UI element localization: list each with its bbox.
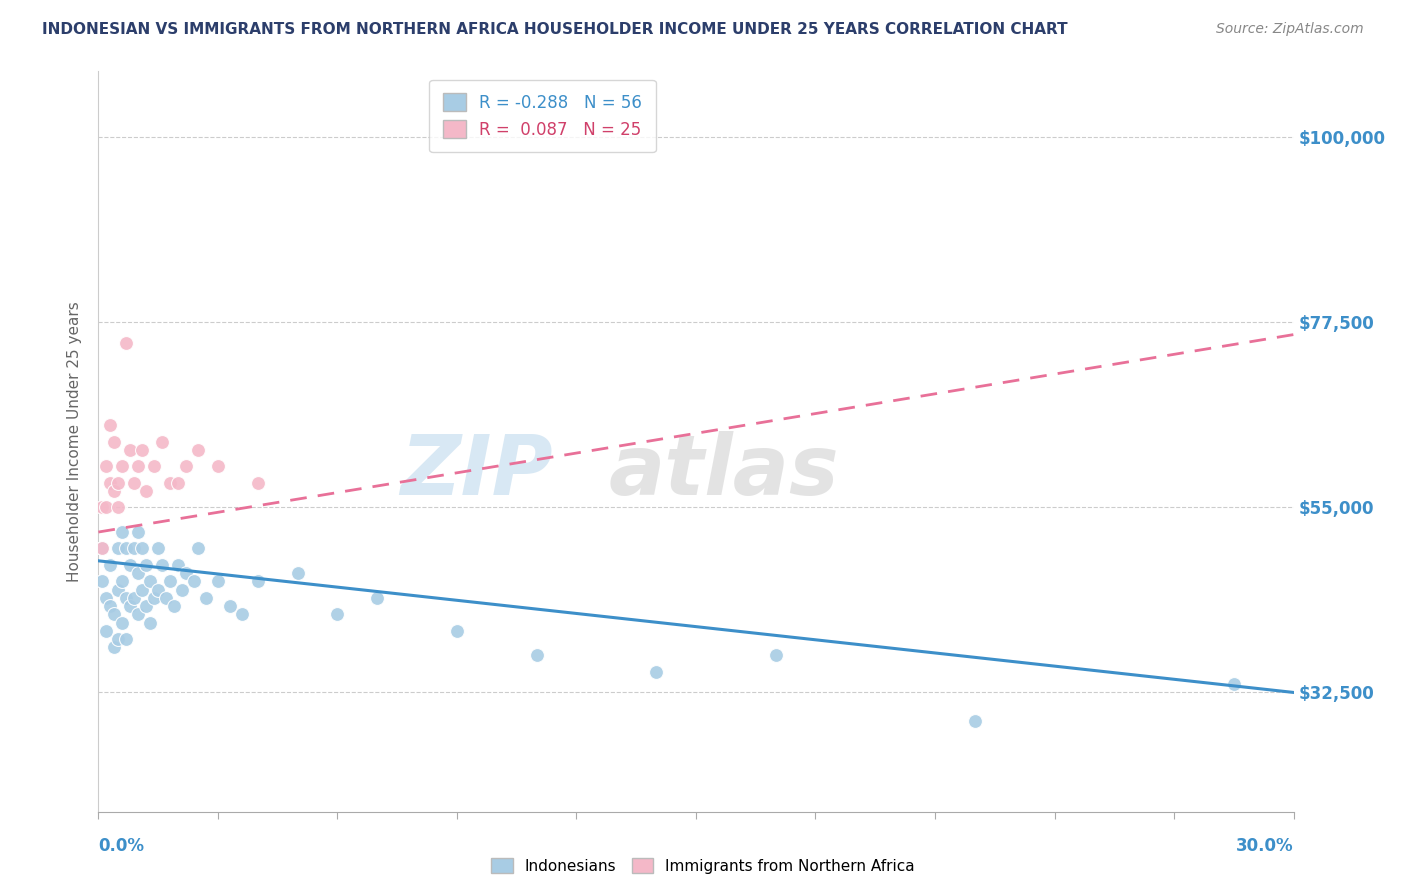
Text: 30.0%: 30.0% bbox=[1236, 837, 1294, 855]
Point bbox=[187, 442, 209, 457]
Point bbox=[446, 624, 468, 638]
Point bbox=[111, 459, 134, 474]
Point bbox=[131, 541, 153, 556]
Point bbox=[127, 607, 149, 622]
Text: ZIP: ZIP bbox=[399, 431, 553, 512]
Point bbox=[159, 574, 181, 589]
Point bbox=[231, 607, 253, 622]
Point bbox=[107, 582, 129, 597]
Point bbox=[526, 648, 548, 663]
Text: 0.0%: 0.0% bbox=[98, 837, 145, 855]
Point bbox=[143, 459, 166, 474]
Point bbox=[187, 541, 209, 556]
Point bbox=[207, 459, 229, 474]
Text: INDONESIAN VS IMMIGRANTS FROM NORTHERN AFRICA HOUSEHOLDER INCOME UNDER 25 YEARS : INDONESIAN VS IMMIGRANTS FROM NORTHERN A… bbox=[42, 22, 1067, 37]
Point bbox=[91, 574, 114, 589]
Point bbox=[366, 591, 388, 605]
Point bbox=[139, 615, 162, 630]
Legend: Indonesians, Immigrants from Northern Africa: Indonesians, Immigrants from Northern Af… bbox=[485, 852, 921, 880]
Point bbox=[98, 475, 122, 490]
Text: Source: ZipAtlas.com: Source: ZipAtlas.com bbox=[1216, 22, 1364, 37]
Point bbox=[150, 434, 173, 449]
Point bbox=[111, 524, 134, 539]
Point bbox=[172, 582, 194, 597]
Legend: R = -0.288   N = 56, R =  0.087   N = 25: R = -0.288 N = 56, R = 0.087 N = 25 bbox=[429, 79, 655, 152]
Point bbox=[120, 442, 142, 457]
Point bbox=[120, 558, 142, 572]
Point bbox=[124, 591, 146, 605]
Point bbox=[107, 500, 129, 515]
Point bbox=[195, 591, 218, 605]
Point bbox=[246, 475, 269, 490]
Point bbox=[963, 714, 986, 729]
Point bbox=[103, 434, 125, 449]
Point bbox=[98, 558, 122, 572]
Point bbox=[150, 558, 173, 572]
Point bbox=[107, 475, 129, 490]
Point bbox=[148, 541, 170, 556]
Point bbox=[183, 574, 205, 589]
Point bbox=[107, 632, 129, 646]
Point bbox=[111, 615, 134, 630]
Point bbox=[98, 599, 122, 613]
Point bbox=[139, 574, 162, 589]
Point bbox=[127, 566, 149, 581]
Point bbox=[167, 558, 190, 572]
Point bbox=[1223, 677, 1246, 691]
Point bbox=[98, 418, 122, 433]
Point bbox=[246, 574, 269, 589]
Point bbox=[115, 591, 138, 605]
Point bbox=[131, 442, 153, 457]
Point bbox=[135, 599, 157, 613]
Point bbox=[96, 624, 118, 638]
Point bbox=[131, 582, 153, 597]
Point bbox=[91, 500, 114, 515]
Point bbox=[124, 475, 146, 490]
Point bbox=[219, 599, 242, 613]
Point bbox=[103, 607, 125, 622]
Point bbox=[124, 541, 146, 556]
Point bbox=[96, 500, 118, 515]
Point bbox=[96, 591, 118, 605]
Point bbox=[155, 591, 177, 605]
Point bbox=[115, 632, 138, 646]
Point bbox=[96, 459, 118, 474]
Point bbox=[159, 475, 181, 490]
Point bbox=[103, 483, 125, 498]
Text: atlas: atlas bbox=[609, 431, 839, 512]
Point bbox=[645, 665, 668, 679]
Point bbox=[91, 541, 114, 556]
Y-axis label: Householder Income Under 25 years: Householder Income Under 25 years bbox=[67, 301, 83, 582]
Point bbox=[174, 459, 197, 474]
Point bbox=[163, 599, 186, 613]
Point bbox=[115, 335, 138, 350]
Point bbox=[143, 591, 166, 605]
Point bbox=[107, 541, 129, 556]
Point bbox=[135, 558, 157, 572]
Point bbox=[326, 607, 349, 622]
Point bbox=[207, 574, 229, 589]
Point bbox=[287, 566, 309, 581]
Point bbox=[127, 524, 149, 539]
Point bbox=[120, 599, 142, 613]
Point bbox=[103, 640, 125, 655]
Point bbox=[111, 574, 134, 589]
Point bbox=[148, 582, 170, 597]
Point bbox=[135, 483, 157, 498]
Point bbox=[167, 475, 190, 490]
Point bbox=[127, 459, 149, 474]
Point bbox=[91, 541, 114, 556]
Point bbox=[174, 566, 197, 581]
Point bbox=[765, 648, 787, 663]
Point bbox=[115, 541, 138, 556]
